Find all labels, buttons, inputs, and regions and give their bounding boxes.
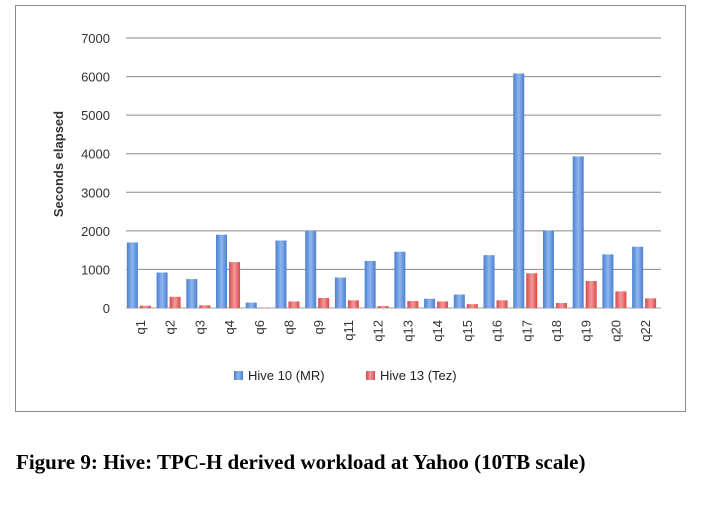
bar-hive13-q6 bbox=[258, 307, 270, 309]
bar-hive13-q14 bbox=[437, 301, 449, 308]
bar-hive10-q8 bbox=[275, 240, 287, 308]
bar-hive10-q3 bbox=[186, 279, 198, 308]
y-axis-ticks: 0 1000 2000 3000 4000 5000 6000 7000 bbox=[81, 31, 110, 316]
bar-hive10-q17 bbox=[513, 73, 525, 308]
x-tick-label: q11 bbox=[341, 320, 356, 341]
bar-hive10-q14 bbox=[424, 298, 436, 308]
bar-hive10-q16 bbox=[483, 255, 495, 308]
x-tick-label: q17 bbox=[519, 320, 534, 342]
bar-hive13-q15 bbox=[466, 304, 478, 308]
bar-hive13-q11 bbox=[347, 300, 359, 308]
bar-hive10-q6 bbox=[245, 302, 257, 308]
x-tick-label: q20 bbox=[608, 320, 623, 342]
x-tick-label: q14 bbox=[430, 320, 445, 342]
bar-hive13-q1 bbox=[139, 305, 151, 308]
x-tick-label: q4 bbox=[222, 320, 237, 334]
bar-hive13-q2 bbox=[169, 296, 181, 308]
bar-hive13-q12 bbox=[377, 306, 389, 308]
bar-hive13-q20 bbox=[615, 291, 627, 308]
x-tick-label: q19 bbox=[579, 320, 594, 342]
x-tick-label: q6 bbox=[252, 320, 267, 334]
bar-hive10-q12 bbox=[364, 260, 376, 308]
gridlines bbox=[126, 37, 661, 309]
bar-hive13-q3 bbox=[199, 305, 211, 308]
y-tick-label: 3000 bbox=[81, 185, 110, 200]
bar-hive10-q20 bbox=[602, 254, 614, 308]
x-axis-ticks: q1 q2 q3 q4 q6 q8 q9 q11 q12 q13 q14 q15 q16 q17 q18 q1… bbox=[133, 320, 653, 342]
y-tick-label: 0 bbox=[103, 301, 110, 316]
legend-swatch bbox=[234, 371, 243, 380]
x-tick-label: q12 bbox=[371, 320, 386, 342]
y-tick-label: 4000 bbox=[81, 147, 110, 162]
y-tick-label: 6000 bbox=[81, 70, 110, 85]
x-tick-label: q15 bbox=[460, 320, 475, 342]
bar-hive10-q13 bbox=[394, 251, 406, 308]
bar-hive10-q18 bbox=[542, 230, 554, 308]
bars bbox=[126, 73, 657, 309]
x-tick-label: q1 bbox=[133, 320, 148, 334]
bar-hive10-q22 bbox=[632, 246, 644, 308]
bar-hive10-q15 bbox=[453, 294, 465, 308]
figure-caption: Figure 9: Hive: TPC-H derived workload a… bbox=[16, 450, 586, 474]
bar-hive10-q11 bbox=[334, 277, 346, 308]
legend-label: Hive 10 (MR) bbox=[248, 368, 325, 383]
y-tick-label: 5000 bbox=[81, 108, 110, 123]
bar-hive13-q16 bbox=[496, 300, 508, 308]
x-tick-label: q9 bbox=[311, 320, 326, 334]
y-axis-label: Seconds elapsed bbox=[51, 111, 66, 217]
x-tick-label: q8 bbox=[281, 320, 296, 334]
legend-swatch bbox=[366, 371, 375, 380]
bar-hive13-q13 bbox=[407, 301, 419, 308]
bar-hive10-q19 bbox=[572, 156, 584, 308]
bar-hive10-q9 bbox=[305, 230, 317, 308]
x-tick-label: q3 bbox=[192, 320, 207, 334]
bar-chart: 0 1000 2000 3000 4000 5000 6000 7000 q1 q2 q3 q4 q6… bbox=[51, 31, 661, 383]
legend: Hive 10 (MR) Hive 13 (Tez) bbox=[234, 368, 457, 383]
y-tick-label: 1000 bbox=[81, 262, 110, 277]
bar-hive13-q8 bbox=[288, 301, 300, 308]
chart-frame: 0 1000 2000 3000 4000 5000 6000 7000 q1 q2 q3 q4 q6… bbox=[15, 5, 686, 412]
bar-hive10-q4 bbox=[216, 234, 228, 308]
legend-label: Hive 13 (Tez) bbox=[380, 368, 457, 383]
bar-hive10-q2 bbox=[156, 272, 168, 308]
x-tick-label: q16 bbox=[490, 320, 505, 342]
bar-hive10-q1 bbox=[126, 242, 138, 308]
x-tick-label: q22 bbox=[638, 320, 653, 342]
y-tick-label: 7000 bbox=[81, 31, 110, 46]
bar-hive13-q18 bbox=[555, 302, 567, 308]
bar-hive13-q19 bbox=[585, 281, 597, 308]
x-tick-label: q2 bbox=[163, 320, 178, 334]
bar-hive13-q9 bbox=[318, 297, 330, 308]
x-tick-label: q18 bbox=[549, 320, 564, 342]
bar-hive13-q17 bbox=[526, 273, 538, 308]
bar-hive13-q22 bbox=[645, 298, 657, 308]
y-tick-label: 2000 bbox=[81, 224, 110, 239]
bar-hive13-q4 bbox=[229, 262, 241, 308]
x-tick-label: q13 bbox=[400, 320, 415, 342]
